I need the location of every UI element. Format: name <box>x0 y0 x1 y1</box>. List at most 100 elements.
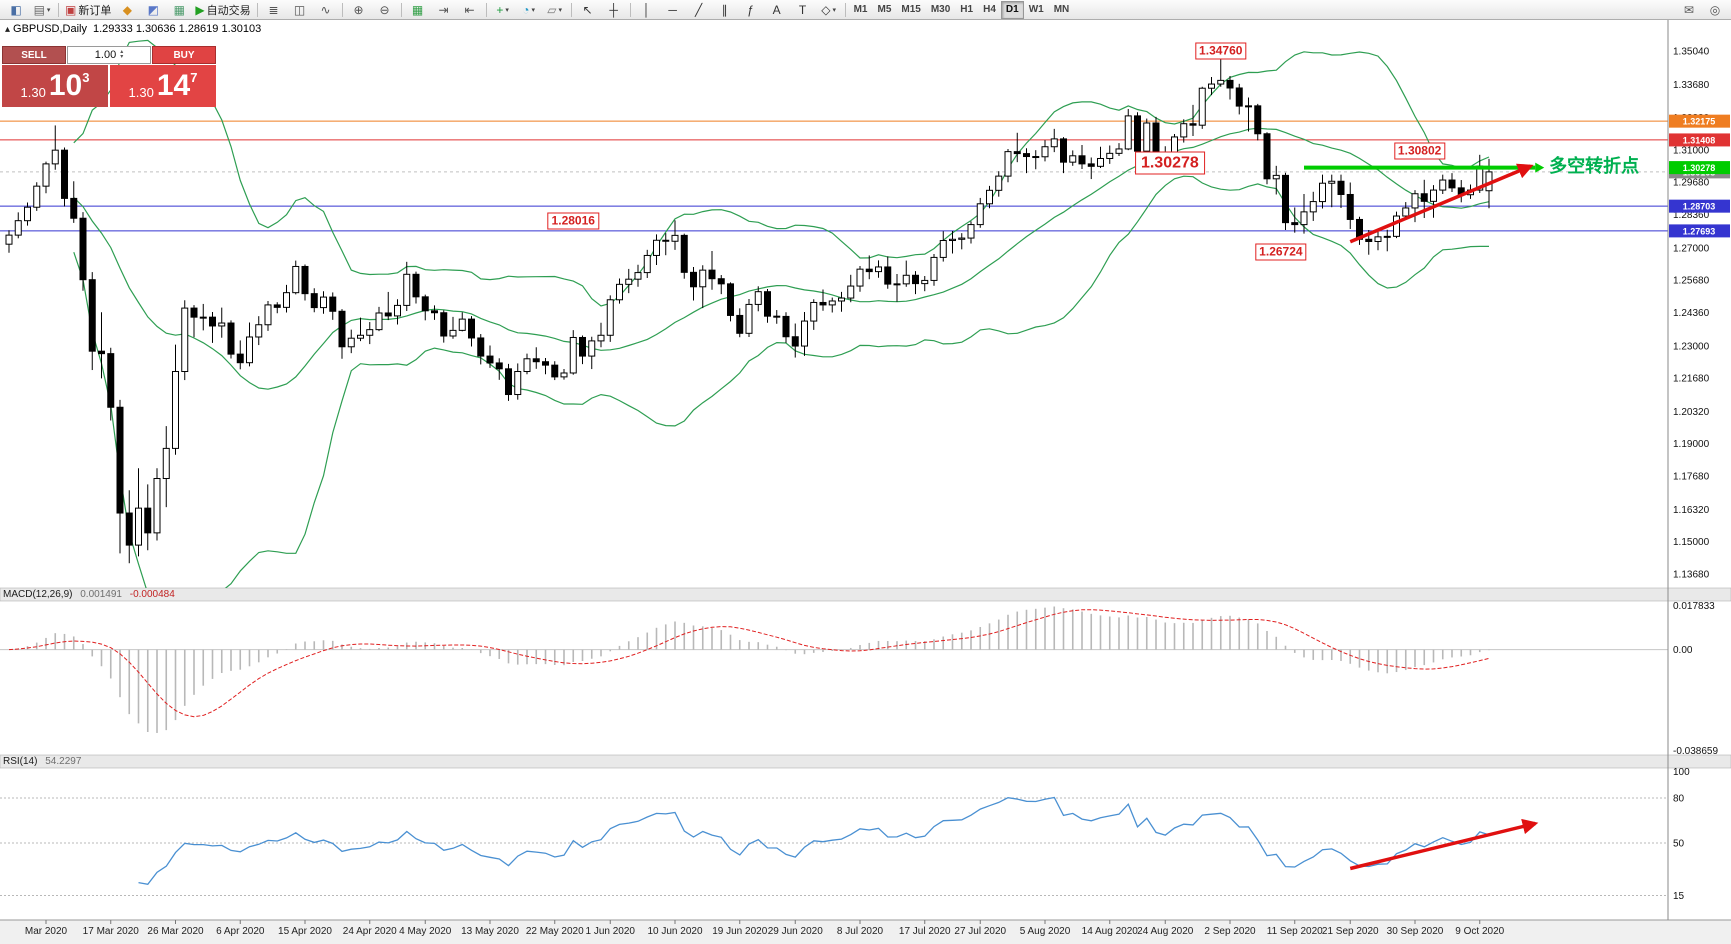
chart-symbol-period: GBPUSD,Daily <box>13 23 87 35</box>
chart-shift-icon-button[interactable]: ⇤ <box>457 0 483 20</box>
zoom-out-icon-button[interactable]: ⊖ <box>372 0 398 20</box>
volume-increase-button[interactable]: ▴ <box>120 49 124 55</box>
svg-text:1.13680: 1.13680 <box>1673 570 1710 581</box>
timeframe-m5-button[interactable]: M5 <box>877 4 892 15</box>
text-icon-button[interactable]: A <box>764 0 790 20</box>
price-label-annotation[interactable]: 1.26724 <box>1255 243 1307 261</box>
templates-icon-button[interactable]: ▱ ▾ <box>542 0 568 20</box>
svg-text:0.00: 0.00 <box>1673 645 1693 656</box>
bars-chart-icon-button[interactable]: ≣ <box>261 0 287 20</box>
svg-text:1.28703: 1.28703 <box>1683 202 1716 212</box>
date-axis[interactable]: Mar 2020 17 Mar 2020 26 Mar 2020 6 Apr 2020… <box>25 920 1505 937</box>
mail-icon: ✉ <box>1683 2 1695 17</box>
crosshair-icon-button[interactable]: ┼ <box>601 0 627 20</box>
svg-text:1.24360: 1.24360 <box>1673 308 1710 319</box>
chart-ohlc-values: 1.29333 1.30636 1.28619 1.30103 <box>93 23 262 35</box>
mail-icon-button[interactable]: ✉ <box>1676 0 1702 20</box>
periods-icon-button[interactable]: ◔ ▾ <box>516 0 542 20</box>
price-label-annotation[interactable]: 1.30278 <box>1134 151 1205 175</box>
timeframe-h1-button[interactable]: H1 <box>960 4 974 15</box>
rsi-trend-arrow-object[interactable] <box>1349 818 1539 871</box>
bid-pips: 10 <box>48 69 83 102</box>
macd-separator-band[interactable] <box>0 587 1731 602</box>
crosshair-icon: ┼ <box>609 2 618 17</box>
svg-text:15: 15 <box>1673 891 1685 902</box>
trendline-icon-button[interactable]: ╱ <box>686 0 712 20</box>
fibonacci-retracement-icon-button[interactable]: ƒ <box>738 0 764 20</box>
cursor-icon: ↖ <box>582 2 593 17</box>
equidistant-channel-icon-button[interactable]: ∥ <box>712 0 738 20</box>
buy-button[interactable]: BUY <box>152 46 216 64</box>
new-order-label: 新订单 <box>78 4 112 17</box>
timeframe-w1-button[interactable]: W1 <box>1028 4 1044 15</box>
price-axis[interactable]: 1.350401.336801.323201.310001.296801.283… <box>1667 20 1718 920</box>
timeframe-d1-button[interactable]: D1 <box>1000 0 1024 19</box>
ask-price-button[interactable]: 1.30 14 7 <box>110 65 216 107</box>
tile-windows-icon-button[interactable]: ▦ <box>405 0 431 20</box>
svg-text:1.28360: 1.28360 <box>1673 210 1710 221</box>
svg-text:1.21680: 1.21680 <box>1673 374 1710 385</box>
bid-price-button[interactable]: 1.30 10 3 <box>2 65 108 107</box>
toolbar-right-group: ✉ ◎ <box>1676 0 1728 20</box>
trend-arrow-object[interactable] <box>1349 163 1534 244</box>
candlestick-chart-icon-button[interactable]: ◫ <box>287 0 313 20</box>
timeframe-m1-button[interactable]: M1 <box>853 4 868 15</box>
terminal-icon-button[interactable]: ▦ <box>166 0 192 20</box>
volume-value: 1.00 <box>94 49 117 61</box>
new-chart-icon-button[interactable]: ◧ <box>3 0 29 20</box>
fibonacci-retracement-icon: ƒ <box>747 2 754 17</box>
bid-fraction: 3 <box>82 70 90 85</box>
svg-text:4 May 2020: 4 May 2020 <box>399 926 452 937</box>
auto-scroll-icon-button[interactable]: ⇥ <box>431 0 457 20</box>
rsi-separator-band[interactable] <box>0 754 1731 769</box>
ask-pips: 14 <box>156 69 191 102</box>
horizontal-line-icon-button[interactable]: ─ <box>660 0 686 20</box>
price-label-annotation[interactable]: 1.34760 <box>1195 42 1247 60</box>
svg-text:1.17680: 1.17680 <box>1673 472 1710 483</box>
svg-text:1.15000: 1.15000 <box>1673 537 1710 548</box>
zoom-in-icon-button[interactable]: ⊕ <box>346 0 372 20</box>
text-label-icon-button[interactable]: T <box>790 0 816 20</box>
svg-text:5 Aug 2020: 5 Aug 2020 <box>1020 926 1071 937</box>
market-watch-icon-button[interactable]: ◆ <box>114 0 140 20</box>
line-chart-icon-button[interactable]: ∿ <box>313 0 339 20</box>
volume-input[interactable]: 1.00 ▴ ▾ <box>67 46 151 64</box>
search-icon: ◎ <box>1709 2 1721 17</box>
bollinger-middle-band <box>73 127 1490 390</box>
navigator-icon-button[interactable]: ◩ <box>140 0 166 20</box>
timeframe-h4-button[interactable]: H4 <box>983 4 996 15</box>
auto-trading-icon: ▶ <box>195 2 205 17</box>
new-chart-icon: ◧ <box>10 2 22 17</box>
price-label-annotation[interactable]: 1.28016 <box>547 212 599 230</box>
svg-text:11 Sep 2020: 11 Sep 2020 <box>1267 926 1323 937</box>
indicators-icon-button[interactable]: + ▾ <box>490 0 516 20</box>
search-icon-button[interactable]: ◎ <box>1702 0 1728 20</box>
price-label-annotation[interactable]: 1.30802 <box>1393 142 1446 160</box>
market-watch-icon: ◆ <box>122 2 132 17</box>
vertical-line-icon-button[interactable]: │ <box>634 0 660 20</box>
timeframe-mn-button[interactable]: MN <box>1053 4 1070 15</box>
macd-panel-layer <box>0 606 1668 733</box>
auto-trading-button[interactable]: ▶ 自动交易 <box>192 0 253 20</box>
arrows-objects-icon-button[interactable]: ◇ ▾ <box>816 0 842 20</box>
trendline-icon: ╱ <box>694 2 703 17</box>
templates-icon: ▱ <box>547 2 557 17</box>
macd-signal-line <box>8 609 1490 718</box>
turning-point-text-annotation[interactable]: 多空转折点 <box>1549 155 1640 176</box>
candlestick-chart-icon: ◫ <box>293 2 306 17</box>
date-axis-strip[interactable] <box>0 920 1731 944</box>
indicators-dropdown-icon: ▾ <box>505 6 509 14</box>
equidistant-channel-icon: ∥ <box>721 2 728 17</box>
chart-profiles-icon-button[interactable]: ▤ ▾ <box>29 0 55 20</box>
cursor-icon-button[interactable]: ↖ <box>575 0 601 20</box>
new-order-button[interactable]: ▣ 新订单 <box>62 0 114 20</box>
svg-text:22 May 2020: 22 May 2020 <box>526 926 584 937</box>
toolbar-separator <box>256 2 258 17</box>
timeframe-m30-button[interactable]: M30 <box>930 4 951 15</box>
sell-button[interactable]: SELL <box>2 46 66 64</box>
volume-decrease-button[interactable]: ▾ <box>120 54 124 60</box>
svg-text:1.27000: 1.27000 <box>1673 243 1710 254</box>
timeframe-m15-button[interactable]: M15 <box>901 4 921 15</box>
